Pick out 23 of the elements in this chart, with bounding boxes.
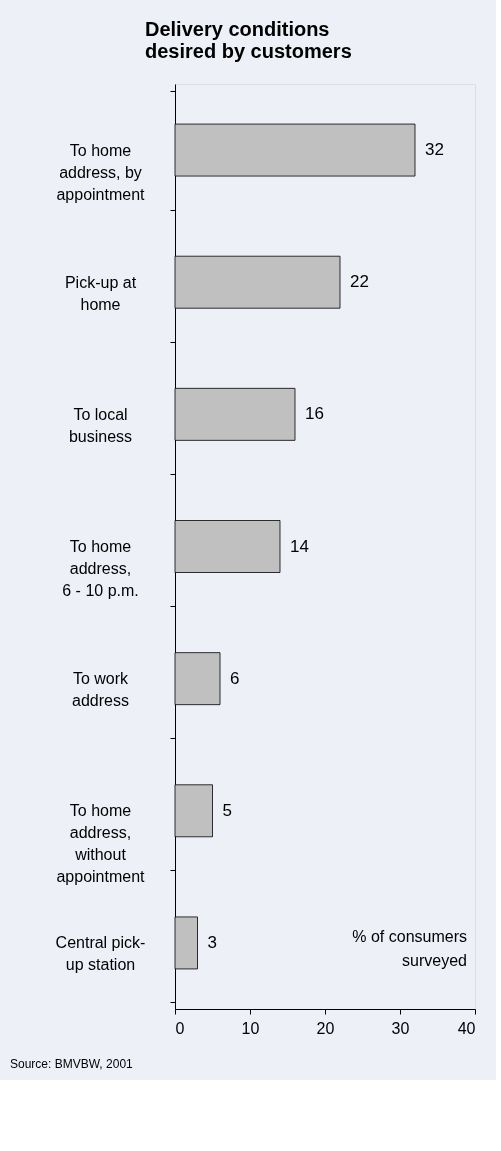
text: desired by customers bbox=[145, 40, 352, 62]
data-label: 16 bbox=[305, 404, 324, 424]
data-label: 3 bbox=[207, 932, 217, 952]
data-label: 22 bbox=[350, 272, 369, 292]
data-label: 32 bbox=[425, 140, 444, 160]
y-tick-label: To home address, by appointment bbox=[56, 141, 146, 203]
y-tick-label: To work address bbox=[72, 670, 130, 710]
data-label: 14 bbox=[290, 536, 309, 556]
x-tick-label: 20 bbox=[316, 1019, 335, 1037]
y-tick-label: Central pick- up station bbox=[55, 934, 146, 974]
x-tick-label: 30 bbox=[391, 1019, 410, 1037]
x-tick-label: 40 bbox=[457, 1019, 476, 1037]
y-tick-label: To home address, without appointment bbox=[56, 802, 146, 886]
text: Delivery conditions bbox=[145, 18, 330, 40]
y-tick-label: To local business bbox=[68, 405, 133, 445]
y-tick-label: To home address, 6 - 10 p.m. bbox=[62, 538, 139, 599]
annotation: % of consumers surveyed bbox=[352, 928, 467, 969]
y-tick-label: Pick-up at home bbox=[64, 273, 137, 313]
x-tick-label: 10 bbox=[241, 1019, 260, 1037]
source-note: Source: BMVBW, 2001 bbox=[10, 1057, 134, 1071]
data-label: 5 bbox=[222, 800, 232, 820]
data-label: 6 bbox=[230, 668, 240, 688]
x-tick-label: 0 bbox=[175, 1019, 185, 1037]
